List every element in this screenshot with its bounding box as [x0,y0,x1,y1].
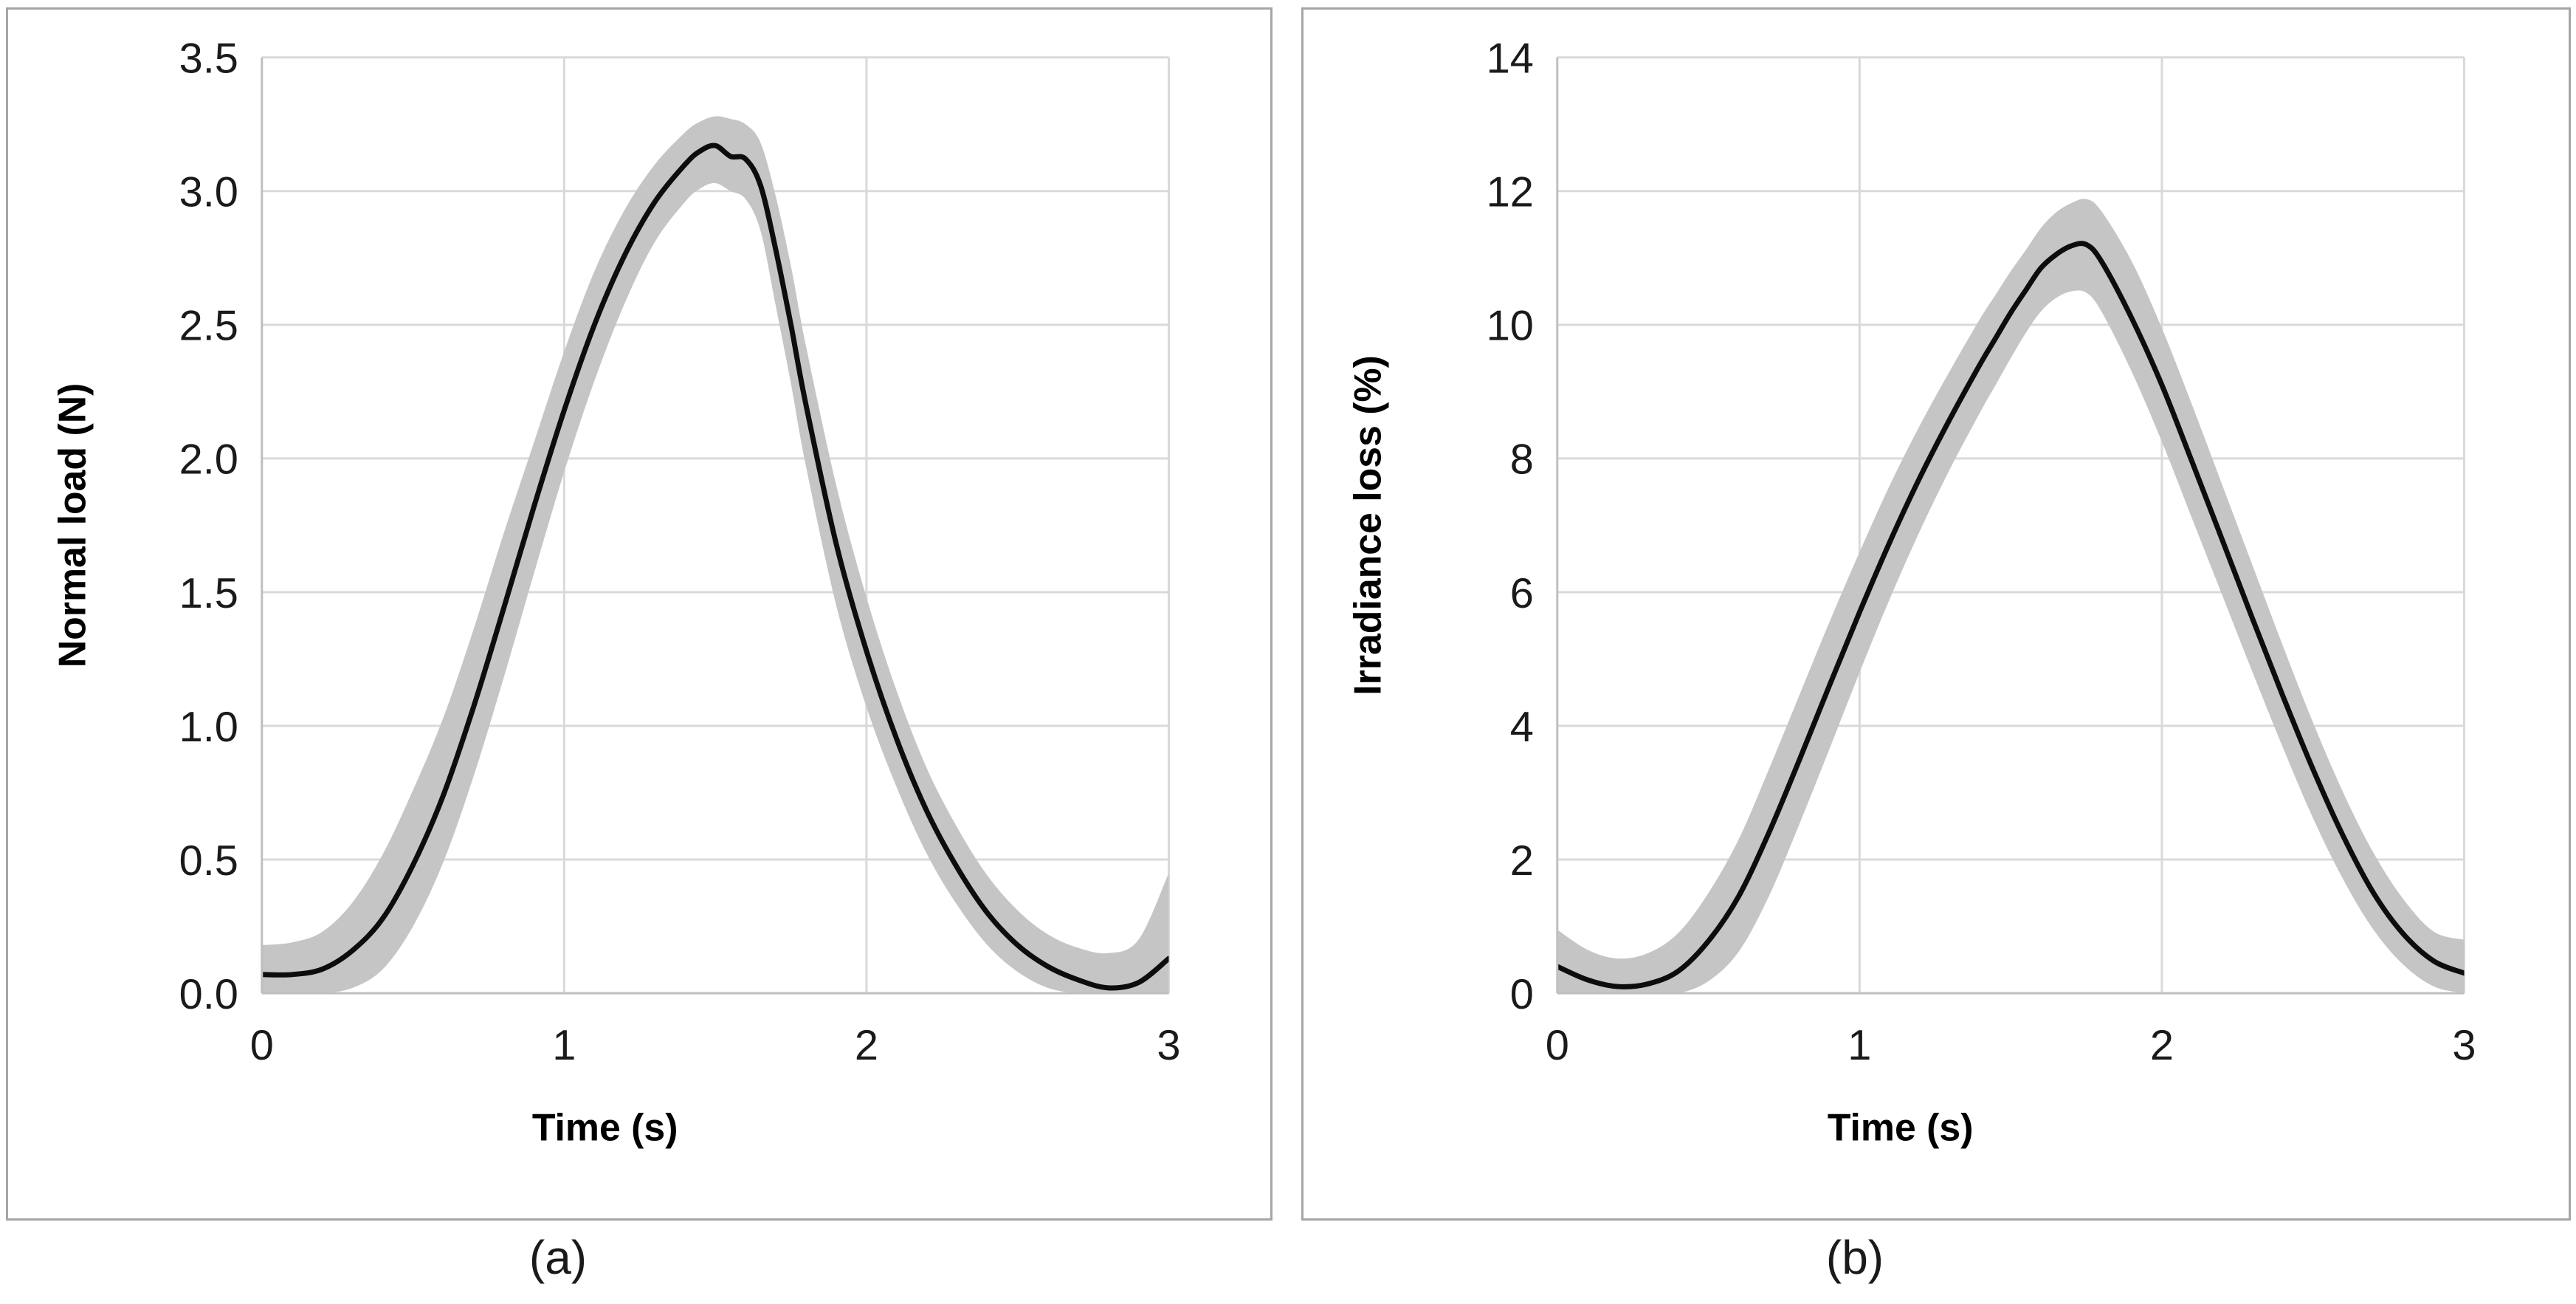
panel-b-caption: (b) [1825,1231,1884,1284]
axis-lines [261,57,1169,995]
y-tick-label: 4 [1510,704,1534,751]
x-tick-label: 3 [2452,1022,2476,1069]
panel-a-caption: (a) [528,1231,588,1284]
y-axis-title: Normal load (N) [51,383,94,668]
y-tick-label: 0.0 [179,971,238,1018]
y-tick-label: 1.5 [179,570,238,617]
x-axis-title: Time (s) [532,1105,678,1148]
y-tick-label: 10 [1487,303,1534,350]
y-tick-label: 12 [1487,169,1534,216]
x-axis-title: Time (s) [1828,1105,1974,1148]
x-tick-label: 1 [1847,1022,1871,1069]
y-tick-label: 2.5 [179,303,238,350]
mean-line [1557,241,2465,989]
y-tick-label: 1.0 [179,704,238,751]
y-tick-label: 3.5 [179,35,238,83]
x-tick-label: 2 [2150,1022,2174,1069]
x-tick-label: 0 [250,1022,274,1069]
y-tick-label: 6 [1510,570,1534,617]
uncertainty-band [261,116,1169,994]
axis-lines [1556,57,2465,995]
y-tick-label: 0.5 [179,837,238,885]
uncertainty-band [1557,199,2465,994]
y-tick-label: 14 [1487,35,1534,83]
x-tick-label: 1 [552,1022,576,1069]
x-tick-label: 2 [855,1022,878,1069]
y-tick-labels: 0.0 0.5 1.0 1.5 2.0 2.5 3.0 3.5 [179,35,238,1018]
x-tick-label: 0 [1546,1022,1569,1069]
gridlines [261,56,1170,994]
y-tick-label: 0 [1510,971,1534,1018]
y-tick-labels: 0 2 4 6 8 10 12 14 [1487,35,1534,1018]
y-tick-label: 2 [1510,837,1534,885]
x-tick-labels: 0 1 2 3 [250,1022,1181,1069]
gridlines [1557,56,2465,994]
normal-load-chart-svg: 0.0 0.5 1.0 1.5 2.0 2.5 3.0 3.5 0 1 2 3 Normal load … [51,35,1181,1149]
panel-b-irradiance-loss-chart: 0 2 4 6 8 10 12 14 0 1 2 3 Irradiance loss (%) Time (… [1301,7,2571,1221]
panel-a-normal-load-chart: 0.0 0.5 1.0 1.5 2.0 2.5 3.0 3.5 0 1 2 3 Normal load … [6,7,1272,1221]
y-tick-label: 8 [1510,436,1534,484]
mean-line [261,143,1169,991]
x-tick-label: 3 [1157,1022,1180,1069]
x-tick-labels: 0 1 2 3 [1546,1022,2476,1069]
y-tick-label: 2.0 [179,436,238,484]
y-axis-title: Irradiance loss (%) [1346,355,1389,696]
y-tick-label: 3.0 [179,169,238,216]
